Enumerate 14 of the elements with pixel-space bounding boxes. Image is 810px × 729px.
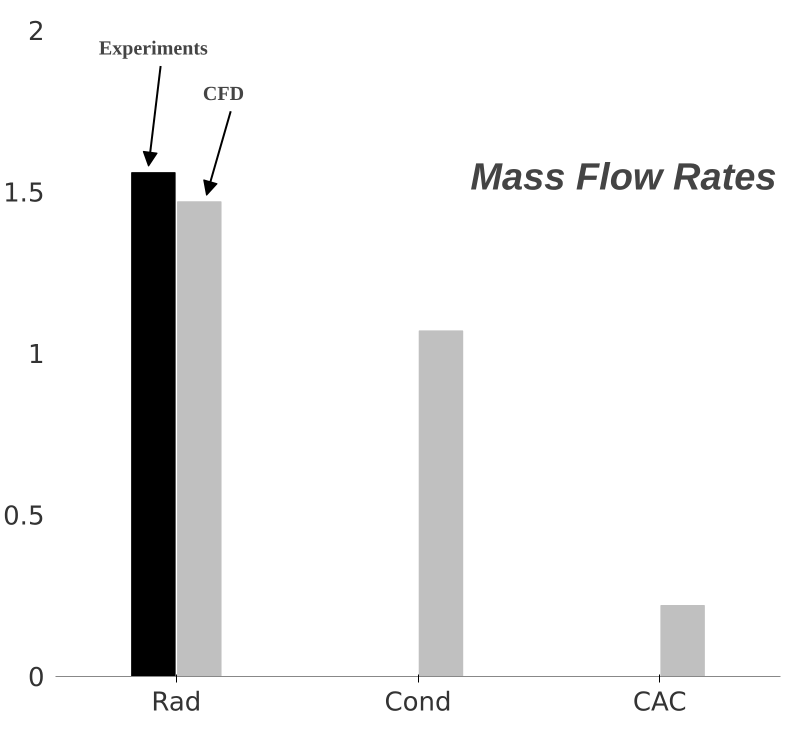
bar [660,604,705,676]
text: Mass Flow Rates [470,156,777,198]
text: Experiments [98,38,208,60]
x-tick-label: Rad [151,688,202,718]
y-tick-label: 1 [28,340,45,370]
y-tick-label: 0 [28,663,45,693]
x-tick-label: Cond [384,688,452,718]
x-tick-label: CAC [632,688,686,718]
y-tick-label: 1.5 [3,178,45,208]
bar [177,201,222,676]
text: CFD [202,82,244,105]
y-tick-label: 2 [28,17,45,47]
bar [418,330,464,676]
y-tick-label: 0.5 [3,502,45,532]
